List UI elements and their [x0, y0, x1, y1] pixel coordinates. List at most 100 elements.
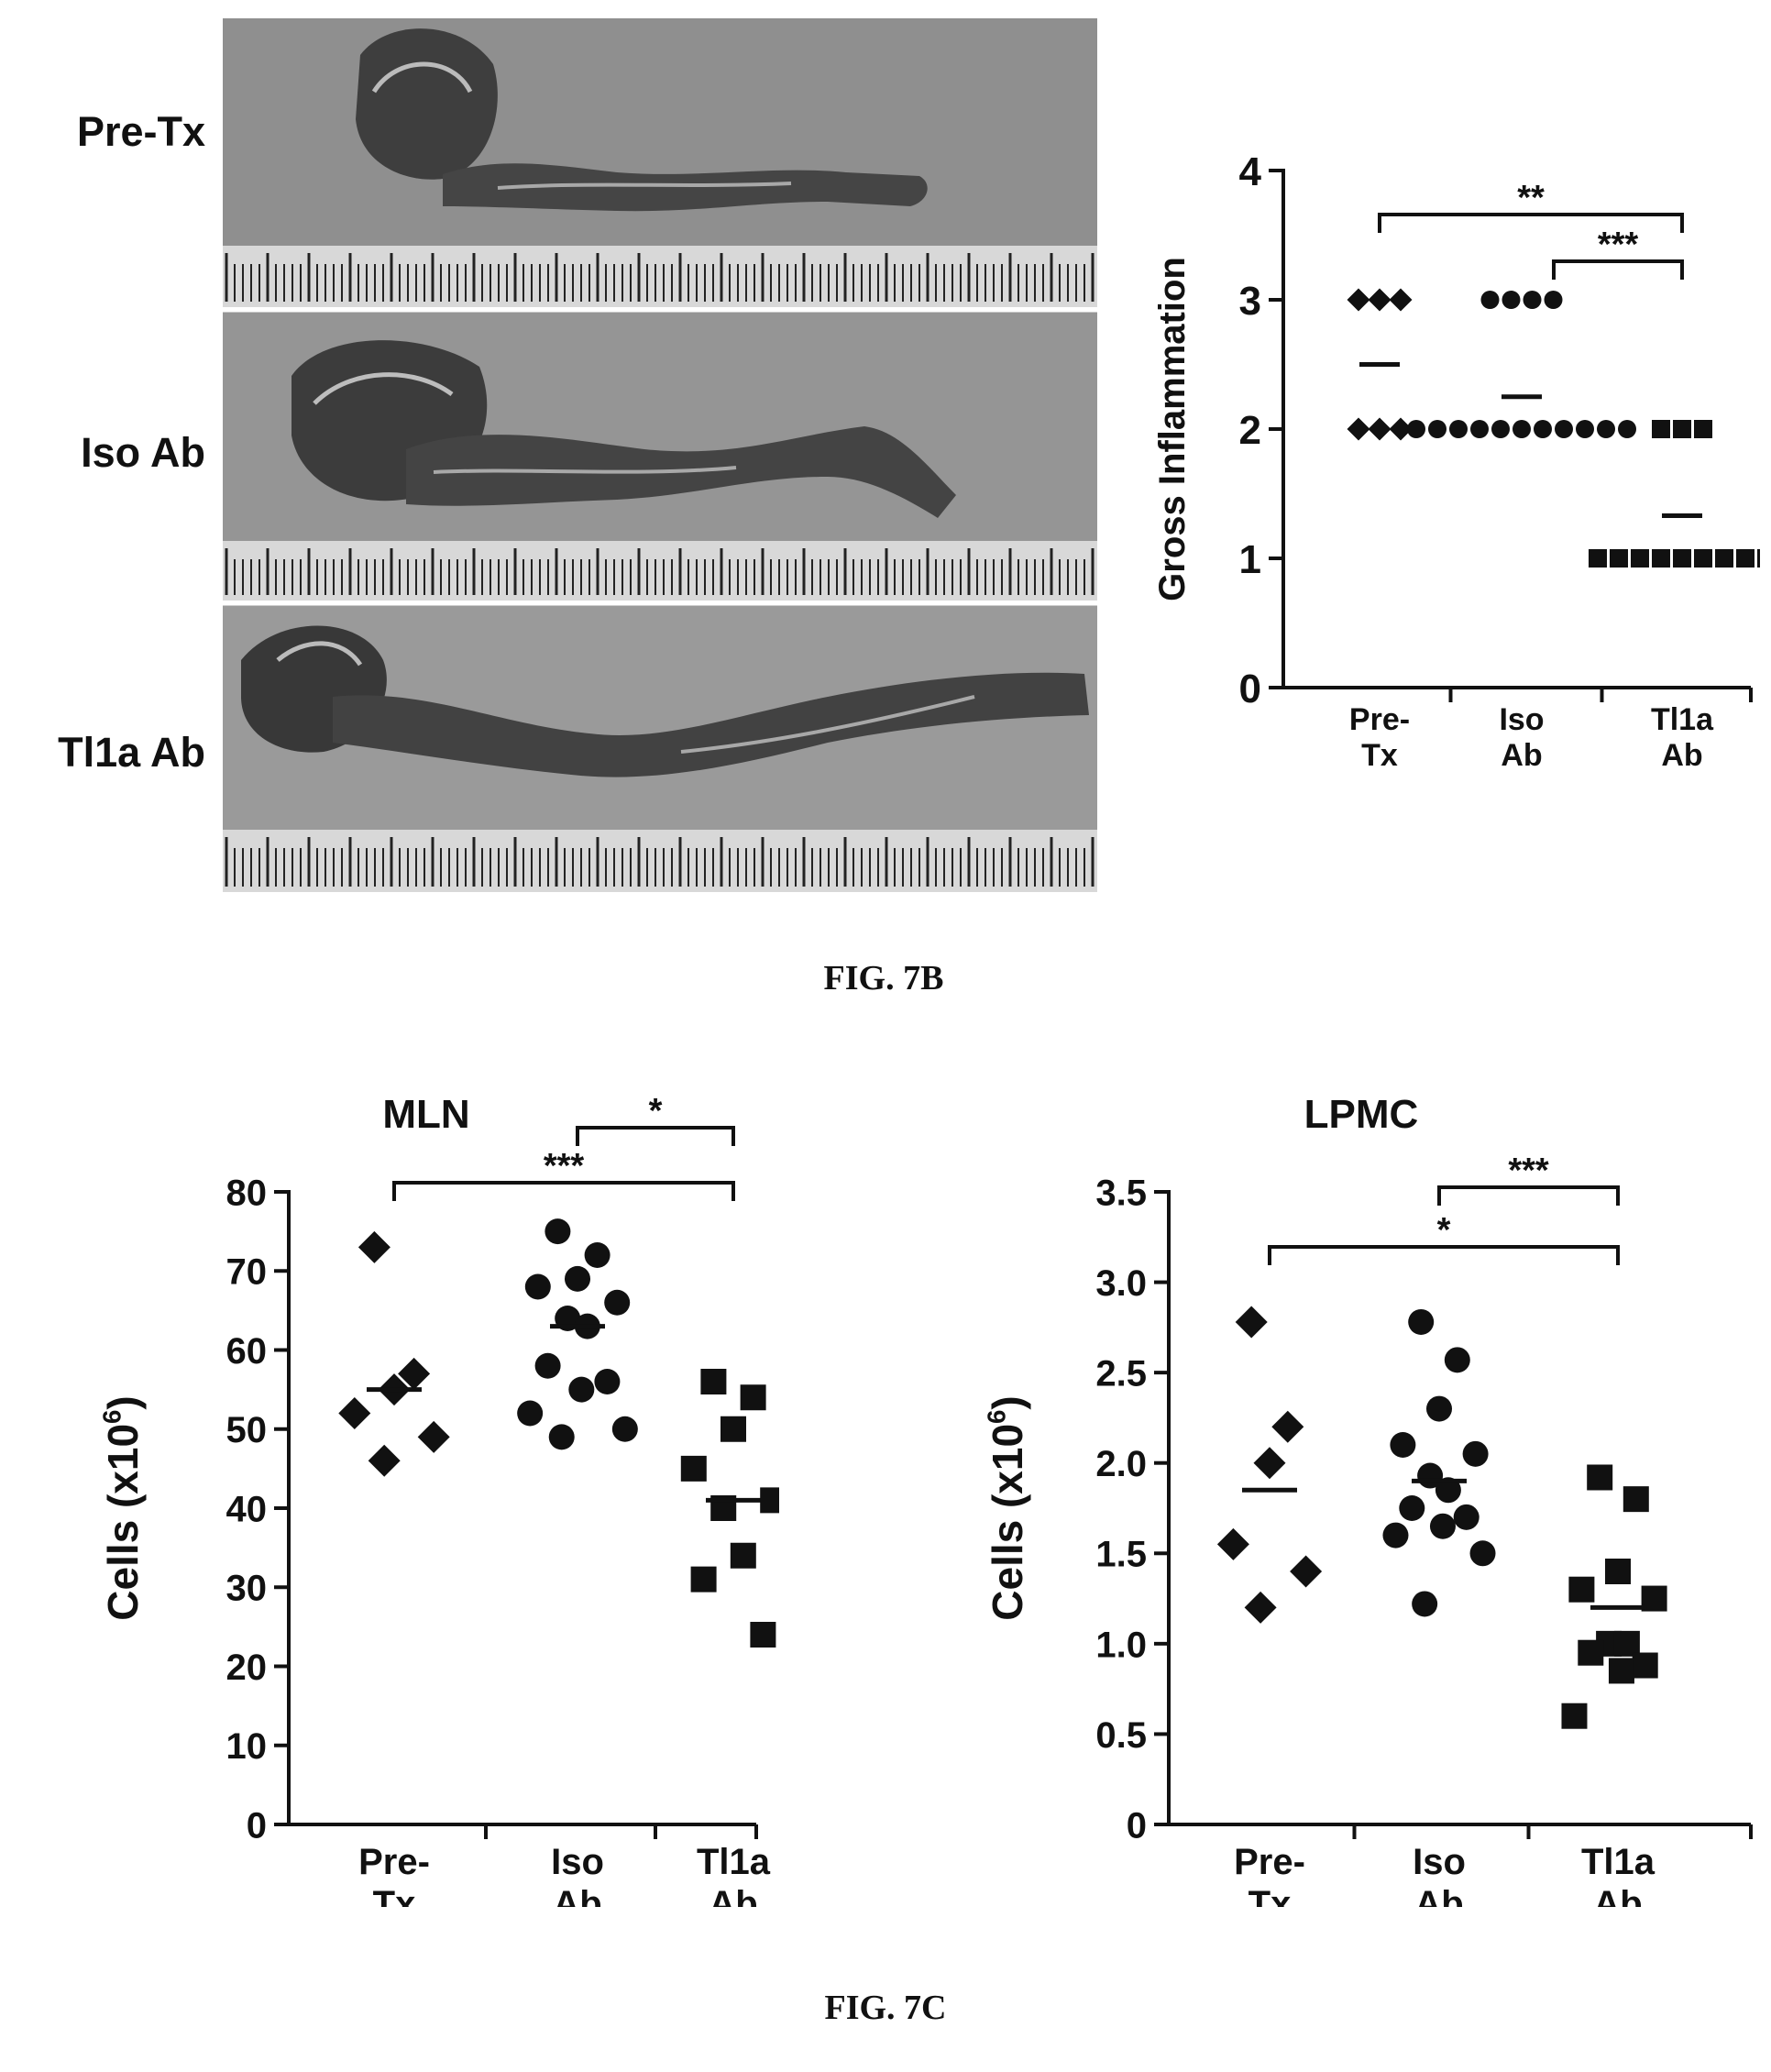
data-point-circle [1555, 420, 1573, 438]
y-tick-label: 0.5 [1095, 1715, 1147, 1756]
y-tick-label: 1.5 [1095, 1535, 1147, 1575]
y-tick-label: 30 [226, 1569, 268, 1609]
data-point-square [1578, 1639, 1604, 1666]
significance-label: * [1437, 1211, 1451, 1250]
data-point-square [1694, 549, 1712, 568]
data-point-square [1613, 1630, 1640, 1657]
photo-label-pre-tx: Pre-Tx [76, 108, 205, 155]
y-tick-label: 20 [226, 1648, 268, 1688]
significance-bracket [1437, 1185, 1620, 1206]
significance-bracket [1552, 259, 1684, 280]
data-point-circle [1426, 1395, 1452, 1422]
data-point-diamond [338, 1397, 371, 1429]
data-point-circle [1453, 1504, 1480, 1530]
x-category-label: Ab [1593, 1884, 1642, 1907]
y-axis-label: Cells (x106) [983, 1395, 1031, 1620]
data-point-diamond [398, 1357, 431, 1390]
data-point-diamond [1216, 1527, 1249, 1560]
data-point-square [1673, 549, 1691, 568]
x-category-label: Iso [1499, 702, 1544, 737]
data-point-square [1605, 1559, 1631, 1584]
significance-bracket [576, 1126, 735, 1146]
x-category-label: Pre- [1234, 1842, 1305, 1882]
data-point-square [1757, 549, 1760, 568]
data-point-circle [544, 1218, 571, 1245]
data-point-circle [1534, 420, 1552, 438]
x-category-label: Ab [553, 1884, 601, 1907]
data-point-circle [1470, 420, 1489, 438]
data-point-square [1587, 1464, 1613, 1491]
y-tick-label: 3.0 [1095, 1263, 1147, 1304]
data-point-diamond [1368, 288, 1392, 312]
data-point-square [1652, 549, 1670, 568]
data-point-square [1568, 1576, 1595, 1603]
data-point-circle [517, 1400, 544, 1427]
data-point-square [1652, 420, 1670, 438]
data-point-circle [1399, 1495, 1425, 1521]
data-point-circle [584, 1242, 610, 1268]
y-tick-label: 2 [1239, 408, 1261, 453]
colon-photo-pre-tx [223, 18, 1097, 307]
photo-label-iso-ab: Iso Ab [81, 429, 205, 476]
data-point-diamond [1389, 288, 1413, 312]
data-point-circle [1523, 291, 1542, 309]
data-point-square [1641, 1585, 1667, 1612]
y-tick-label: 2.5 [1095, 1354, 1147, 1394]
significance-label: *** [1508, 1152, 1549, 1190]
x-category-label: Ab [1661, 738, 1702, 773]
significance-bracket [1378, 213, 1684, 233]
data-point-diamond [1389, 417, 1413, 441]
data-point-square [760, 1487, 779, 1514]
significance-label: * [649, 1092, 663, 1130]
x-category-label: Tl1a [697, 1842, 771, 1882]
chart-title: LPMC [1304, 1092, 1419, 1137]
data-point-square [690, 1566, 717, 1593]
ruler-iso-ab [225, 548, 1094, 595]
data-point-diamond [1290, 1555, 1323, 1588]
x-category-label: Ab [1414, 1884, 1463, 1907]
significance-label: *** [544, 1147, 585, 1185]
x-category-label: Tl1a [1651, 702, 1714, 737]
y-tick-label: 3.5 [1095, 1173, 1147, 1213]
data-point-square [700, 1369, 727, 1394]
y-tick-label: 0 [1127, 1805, 1147, 1846]
y-tick-label: 70 [226, 1252, 268, 1293]
x-category-label: Tl1a [1581, 1842, 1656, 1882]
data-point-diamond [1347, 288, 1370, 312]
data-point-circle [611, 1416, 638, 1442]
data-point-square [1622, 1486, 1649, 1513]
data-point-square [1673, 420, 1691, 438]
significance-bracket [392, 1181, 735, 1201]
data-point-circle [548, 1424, 575, 1450]
colon-photographs [223, 18, 1097, 892]
y-tick-label: 0 [247, 1805, 267, 1846]
data-point-square [680, 1455, 707, 1482]
y-tick-label: 3 [1239, 279, 1261, 324]
data-point-square [1715, 549, 1733, 568]
data-point-circle [1462, 1440, 1489, 1467]
ruler-pre-tx [225, 253, 1094, 302]
data-point-circle [1382, 1522, 1409, 1548]
caption-fig-7b: FIG. 7B [823, 959, 944, 997]
x-category-label: Tx [373, 1884, 416, 1907]
caption-fig-7c: FIG. 7C [824, 1989, 947, 2027]
data-point-circle [524, 1273, 551, 1300]
data-point-circle [534, 1352, 561, 1379]
y-tick-label: 0 [1239, 667, 1261, 711]
y-axis-label: Gross Inflammation [1152, 257, 1193, 601]
data-point-circle [565, 1265, 590, 1292]
data-point-circle [604, 1289, 631, 1316]
significance-label: *** [1598, 226, 1639, 264]
data-point-circle [1502, 291, 1521, 309]
data-point-diamond [1368, 417, 1392, 441]
x-category-label: Pre- [358, 1842, 430, 1882]
y-tick-label: 80 [226, 1173, 268, 1213]
y-tick-label: 1 [1239, 537, 1261, 582]
data-point-diamond [358, 1230, 390, 1263]
y-tick-label: 10 [226, 1726, 268, 1767]
x-category-label: Tx [1248, 1884, 1292, 1907]
data-point-circle [1469, 1540, 1496, 1567]
colon-photo-tl1a-ab [223, 605, 1097, 892]
data-point-square [1561, 1703, 1588, 1729]
